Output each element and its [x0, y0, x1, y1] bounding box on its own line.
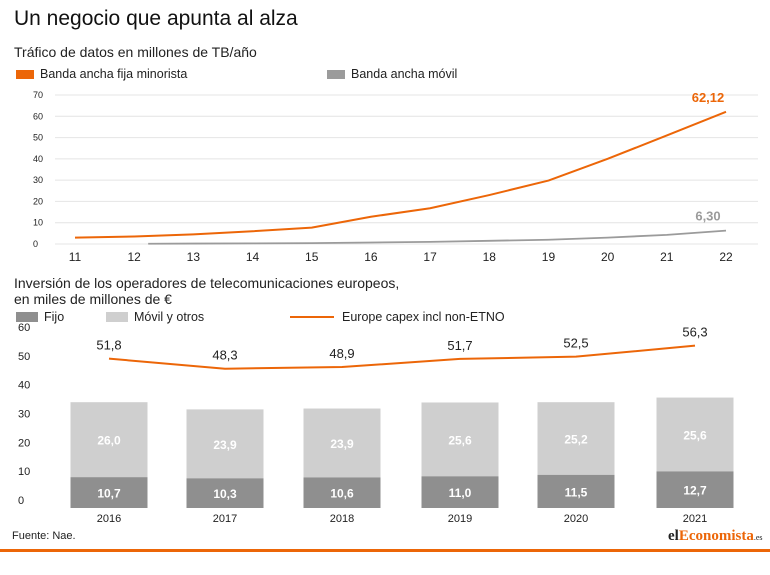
brand-logo: elEconomista.es: [668, 528, 763, 544]
y-tick-label: 0: [18, 495, 24, 507]
chart2-subtitle: Inversión de los operadores de telecomun…: [14, 275, 399, 307]
chart1-subtitle: Tráfico de datos en millones de TB/año: [14, 44, 257, 60]
x-tick-label: 19: [542, 250, 556, 264]
y-tick-label: 70: [33, 90, 43, 100]
x-tick-label: 2016: [97, 513, 121, 525]
bar-movil: [70, 402, 148, 478]
legend-mobile: Banda ancha móvil: [327, 67, 457, 81]
bar-movil-label: 25,6: [448, 433, 472, 447]
capex-label: 56,3: [682, 325, 707, 340]
source-note: Fuente: Nae.: [12, 530, 76, 542]
x-tick-label: 17: [423, 250, 437, 264]
chart2-subtitle-line2: en miles de millones de €: [14, 291, 172, 307]
x-tick-label: 2017: [213, 513, 237, 525]
capex-line: [108, 344, 696, 370]
bar-movil: [303, 408, 381, 478]
y-tick-label: 10: [33, 218, 43, 228]
bar-movil-label: 23,9: [330, 437, 354, 451]
y-tick-label: 10: [18, 466, 30, 478]
x-tick-label: 13: [187, 250, 201, 264]
end-label-mobile: 6,30: [695, 209, 720, 224]
y-tick-label: 20: [33, 196, 43, 206]
bar-fijo-label: 11,5: [565, 485, 588, 499]
bar-movil-label: 25,2: [564, 433, 588, 447]
bar-fijo: [421, 476, 499, 508]
x-tick-label: 21: [660, 250, 674, 264]
legend-fixed: Banda ancha fija minorista: [16, 67, 187, 81]
x-tick-label: 20: [601, 250, 615, 264]
legend-fixed-label: Banda ancha fija minorista: [40, 67, 188, 81]
legend-fijo: Fijo: [16, 310, 64, 324]
bar-fijo-label: 10,6: [330, 487, 354, 501]
x-tick-label: 2021: [683, 513, 707, 525]
legend-mobile-label: Banda ancha móvil: [351, 67, 458, 81]
x-tick-label: 14: [246, 250, 260, 264]
y-tick-label: 40: [33, 154, 43, 164]
series-line-fixed: [74, 110, 727, 239]
y-tick-label: 60: [18, 322, 30, 334]
bar-fijo-label: 12,7: [683, 484, 707, 498]
bar-fijo-label: 11,0: [449, 486, 472, 500]
y-tick-label: 0: [33, 239, 38, 249]
bar-movil-label: 26,0: [97, 434, 121, 448]
legend-fijo-swatch: [16, 312, 38, 322]
legend-movil-label: Móvil y otros: [134, 310, 205, 324]
x-tick-label: 11: [69, 250, 82, 264]
x-tick-label: 18: [483, 250, 497, 264]
bar-fijo: [656, 471, 734, 508]
bar-movil-label: 23,9: [213, 438, 237, 452]
legend-mobile-swatch: [327, 69, 345, 79]
x-tick-label: 12: [128, 250, 142, 264]
legend-capex: Europe capex incl non-ETNO: [290, 310, 505, 324]
x-tick-label: 22: [719, 250, 733, 264]
page-title: Un negocio que apunta al alza: [14, 7, 298, 30]
legend-movil-swatch: [106, 312, 128, 322]
y-tick-label: 30: [33, 175, 43, 185]
y-tick-label: 50: [18, 351, 30, 363]
y-tick-label: 30: [18, 409, 30, 421]
bar-movil: [421, 402, 499, 477]
bottom-rule: [0, 549, 770, 552]
legend-fixed-swatch: [16, 69, 34, 79]
y-tick-label: 20: [18, 437, 30, 449]
y-tick-label: 50: [33, 133, 43, 143]
bar-fijo: [303, 477, 381, 508]
bar-fijo-label: 10,7: [97, 487, 121, 501]
x-tick-label: 15: [305, 250, 319, 264]
x-tick-label: 2019: [448, 513, 472, 525]
legend-movil: Móvil y otros: [106, 310, 204, 324]
bar-fijo: [70, 477, 148, 508]
bar-movil: [537, 402, 615, 475]
legend-fijo-label: Fijo: [44, 310, 65, 324]
capex-label: 51,8: [96, 338, 121, 353]
y-tick-label: 40: [18, 380, 30, 392]
x-tick-label: 2020: [564, 513, 588, 525]
bar-movil: [656, 397, 734, 472]
bar-movil: [186, 409, 264, 479]
bar-fijo: [186, 478, 264, 508]
capex-label: 48,3: [212, 348, 237, 363]
end-label-fixed: 62,12: [692, 90, 725, 105]
capex-label: 52,5: [563, 336, 588, 351]
bar-movil-label: 25,6: [683, 428, 707, 442]
capex-label: 51,7: [447, 338, 472, 353]
legend-capex-label: Europe capex incl non-ETNO: [342, 310, 505, 324]
y-tick-label: 60: [33, 111, 43, 121]
x-tick-label: 16: [364, 250, 378, 264]
legend-capex-swatch: [290, 316, 334, 318]
chart2-subtitle-line1: Inversión de los operadores de telecomun…: [14, 275, 400, 291]
bar-fijo: [537, 474, 615, 508]
capex-label: 48,9: [329, 346, 354, 361]
bar-fijo-label: 10,3: [213, 487, 237, 501]
x-tick-label: 2018: [330, 513, 354, 525]
series-line-mobile: [148, 229, 727, 245]
